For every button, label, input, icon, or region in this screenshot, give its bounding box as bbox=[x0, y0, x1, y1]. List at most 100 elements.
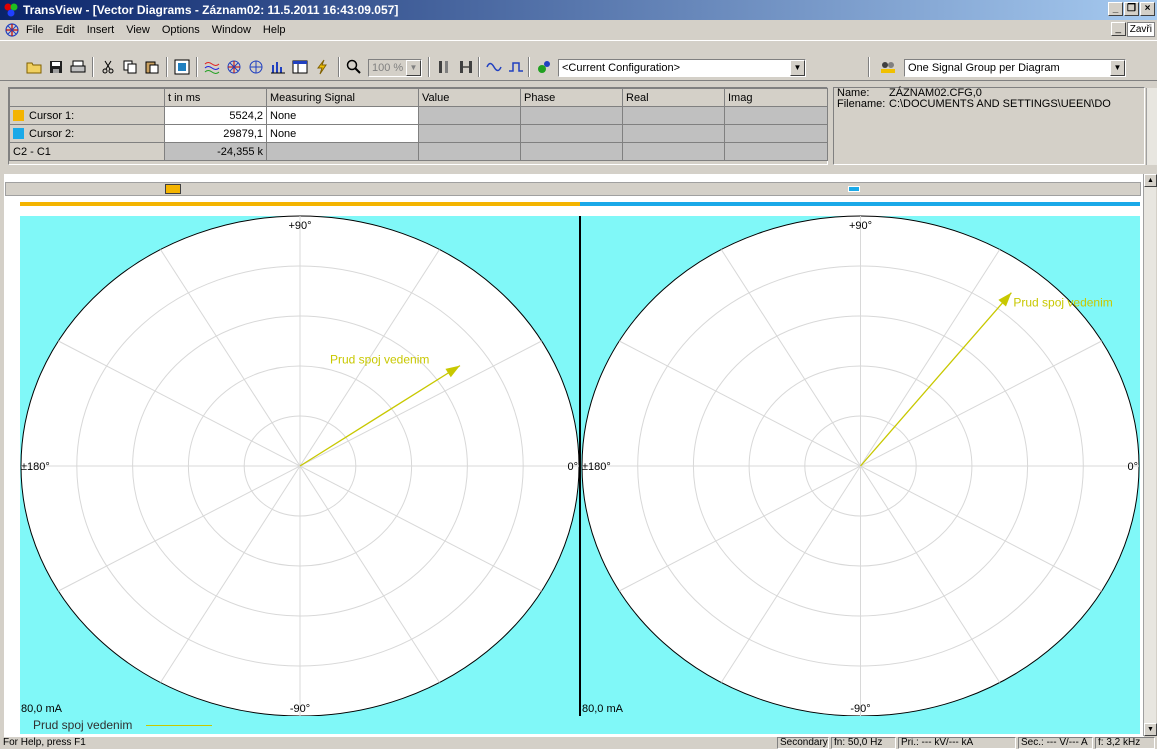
diagram-area bbox=[4, 174, 1144, 737]
title-bar: TransView - [Vector Diagrams - Záznam02:… bbox=[0, 0, 1157, 20]
cursor-2-marker[interactable] bbox=[848, 186, 860, 192]
file-path-row: Filename: C:\DOCUMENTS AND SETTINGS\UEEN… bbox=[834, 99, 1144, 110]
menu-edit[interactable]: Edit bbox=[55, 23, 75, 36]
table-row-cursor-1: Cursor 1: 5524,2 None bbox=[9, 106, 828, 125]
toolbar-separator bbox=[196, 57, 198, 77]
magnifier-icon bbox=[346, 59, 361, 74]
toolbar-separator bbox=[478, 57, 480, 77]
legend: Prud spoj vedenim bbox=[20, 716, 1140, 734]
window-title: TransView - [Vector Diagrams - Záznam02:… bbox=[23, 3, 399, 17]
harmonics-button[interactable] bbox=[268, 57, 288, 77]
toolbar-separator bbox=[868, 57, 870, 77]
menu-options[interactable]: Options bbox=[161, 23, 200, 36]
status-help-text: For Help, press F1 bbox=[3, 737, 86, 748]
grouping-select[interactable]: One Signal Group per Diagram ▼ bbox=[904, 59, 1126, 77]
vector-diagram-icon bbox=[227, 60, 241, 74]
cursor-1-marker[interactable] bbox=[165, 184, 181, 194]
paste-button[interactable] bbox=[142, 57, 162, 77]
open-folder-icon bbox=[26, 62, 42, 74]
cursor-2-signal[interactable]: None bbox=[266, 124, 419, 143]
circle-diagram-button[interactable] bbox=[246, 57, 266, 77]
scissors-icon bbox=[102, 60, 114, 74]
document-minimize-button[interactable]: _ bbox=[1110, 22, 1126, 36]
step-signal-icon bbox=[509, 62, 523, 72]
lightning-icon bbox=[317, 59, 327, 75]
cursor-1-label: Cursor 1: bbox=[29, 109, 75, 122]
menu-file[interactable]: File bbox=[26, 23, 44, 36]
vector-diagram-icon[interactable] bbox=[4, 22, 20, 38]
chevron-down-icon: ▼ bbox=[1110, 60, 1125, 76]
save-button[interactable] bbox=[46, 57, 66, 77]
fault-locator-button[interactable] bbox=[312, 57, 332, 77]
printer-icon bbox=[70, 60, 86, 73]
zoom-button[interactable] bbox=[344, 57, 364, 77]
configuration-select[interactable]: <Current Configuration> ▼ bbox=[558, 59, 806, 77]
difference-time: -24,355 k bbox=[164, 142, 267, 161]
cursor-1-value bbox=[418, 106, 521, 125]
overview-button[interactable] bbox=[172, 57, 192, 77]
menu-view[interactable]: View bbox=[126, 23, 150, 36]
cursor-2-time[interactable]: 29879,1 bbox=[164, 124, 267, 143]
main-scrollbar[interactable]: ▲ ▼ bbox=[1143, 174, 1157, 736]
zoom-select[interactable]: 100 % ▼ bbox=[368, 59, 422, 77]
paste-icon bbox=[145, 61, 159, 74]
status-frequency: fn: 50,0 Hz bbox=[831, 737, 896, 749]
scroll-down-arrow[interactable]: ▼ bbox=[1144, 723, 1157, 736]
copy-button[interactable] bbox=[120, 57, 140, 77]
scroll-up-arrow[interactable]: ▲ bbox=[1144, 174, 1157, 187]
cursor-table: t in ms Measuring Signal Value Phase Rea… bbox=[9, 88, 828, 161]
menu-bar: File Edit Insert View Options Window Hel… bbox=[0, 20, 1157, 39]
cursor-2-color-swatch bbox=[13, 127, 24, 139]
status-bar: For Help, press F1 Secondary fn: 50,0 Hz… bbox=[0, 737, 1157, 749]
open-button[interactable] bbox=[24, 57, 44, 77]
binary-signal-button[interactable] bbox=[506, 57, 526, 77]
cursor-right-button[interactable] bbox=[456, 57, 476, 77]
cursor-1-imag bbox=[724, 106, 828, 125]
table-button[interactable] bbox=[290, 57, 310, 77]
status-primary: Pri.: --- kV/--- kA bbox=[898, 737, 1016, 749]
chevron-down-icon: ▼ bbox=[790, 60, 805, 76]
time-diagram-button[interactable] bbox=[202, 57, 222, 77]
close-button[interactable]: × bbox=[1140, 2, 1155, 16]
cursor-2-label-cell: Cursor 2: bbox=[9, 124, 165, 143]
cursor-1-signal[interactable]: None bbox=[266, 106, 419, 125]
configuration-icon bbox=[538, 61, 550, 73]
time-range-bar[interactable] bbox=[5, 182, 1141, 196]
difference-label: C2 - C1 bbox=[9, 142, 165, 161]
info-scrollbar[interactable] bbox=[1146, 88, 1157, 165]
cut-button[interactable] bbox=[98, 57, 118, 77]
cursor-2-phase bbox=[520, 124, 623, 143]
minimize-button[interactable]: _ bbox=[1108, 2, 1123, 16]
configuration-value: <Current Configuration> bbox=[562, 62, 681, 74]
cursor-left-button[interactable] bbox=[434, 57, 454, 77]
window-controls: _ ❐ × bbox=[1108, 2, 1155, 16]
save-icon bbox=[50, 61, 62, 73]
cursor-table-panel: t in ms Measuring Signal Value Phase Rea… bbox=[8, 87, 828, 165]
menu-window[interactable]: Window bbox=[211, 23, 251, 36]
toolbar-separator bbox=[338, 57, 340, 77]
sine-wave-button[interactable] bbox=[484, 57, 504, 77]
legend-series-label: Prud spoj vedenim bbox=[33, 718, 133, 732]
signal-group-icon bbox=[881, 62, 895, 73]
menu-insert[interactable]: Insert bbox=[86, 23, 115, 36]
menu-help[interactable]: Help bbox=[262, 23, 286, 36]
difference-value bbox=[418, 142, 521, 161]
status-sampling-rate: f: 3,2 kHz bbox=[1095, 737, 1155, 749]
toolbar-separator bbox=[166, 57, 168, 77]
vector-diagram-button[interactable] bbox=[224, 57, 244, 77]
signal-group-button[interactable] bbox=[878, 57, 898, 77]
table-row-cursor-2: Cursor 2: 29879,1 None bbox=[9, 124, 828, 143]
table-header-row: t in ms Measuring Signal Value Phase Rea… bbox=[9, 88, 828, 107]
file-info-panel: Name: ZÁZNAM02.CFG,0 Filename: C:\DOCUME… bbox=[833, 87, 1145, 165]
file-name-row: Name: ZÁZNAM02.CFG,0 bbox=[834, 88, 1144, 99]
cursor-2-imag bbox=[724, 124, 828, 143]
table-icon bbox=[292, 60, 308, 74]
sine-wave-icon bbox=[486, 62, 502, 72]
configuration-button[interactable] bbox=[534, 57, 554, 77]
app-icon bbox=[4, 3, 18, 17]
cursor-2-label: Cursor 2: bbox=[29, 127, 75, 140]
close-hint[interactable]: Zavři bbox=[1126, 22, 1155, 37]
cursor-1-time[interactable]: 5524,2 bbox=[164, 106, 267, 125]
print-button[interactable] bbox=[68, 57, 88, 77]
maximize-button[interactable]: ❐ bbox=[1124, 2, 1139, 16]
